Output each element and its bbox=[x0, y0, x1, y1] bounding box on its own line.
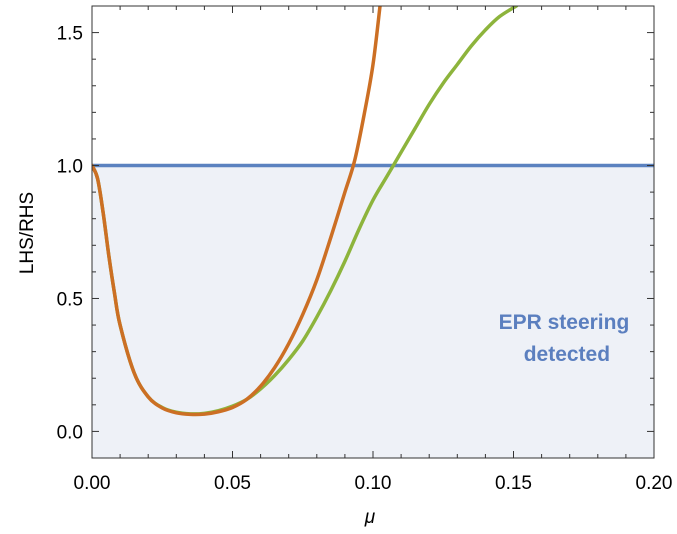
region-annotation: EPR steering detected bbox=[499, 311, 636, 366]
x-tick-label: 0.05 bbox=[214, 473, 251, 494]
y-tick-label: 0.5 bbox=[57, 289, 83, 310]
ticks-layer: 0.00 0.05 0.10 0.15 0.20 0.0 0.5 1.0 1.5 bbox=[57, 5, 673, 494]
y-tick-label: 1.0 bbox=[57, 157, 83, 178]
y-tick-label: 1.5 bbox=[57, 24, 83, 45]
y-axis-label: LHS/RHS bbox=[17, 192, 38, 274]
x-axis-label: μ bbox=[364, 507, 376, 528]
series-layer bbox=[92, 6, 654, 417]
steering-region bbox=[92, 165, 654, 458]
series-line-2 bbox=[92, 6, 382, 417]
x-tick-label: 0.10 bbox=[355, 473, 392, 494]
x-tick-label: 0.20 bbox=[636, 473, 673, 494]
region-annotation-line-2: detected bbox=[524, 343, 610, 366]
region-annotation-line-1: EPR steering bbox=[499, 311, 630, 334]
x-tick-label: 0.00 bbox=[74, 473, 111, 494]
x-tick-label: 0.15 bbox=[495, 473, 532, 494]
y-tick-label: 0.0 bbox=[57, 422, 83, 443]
